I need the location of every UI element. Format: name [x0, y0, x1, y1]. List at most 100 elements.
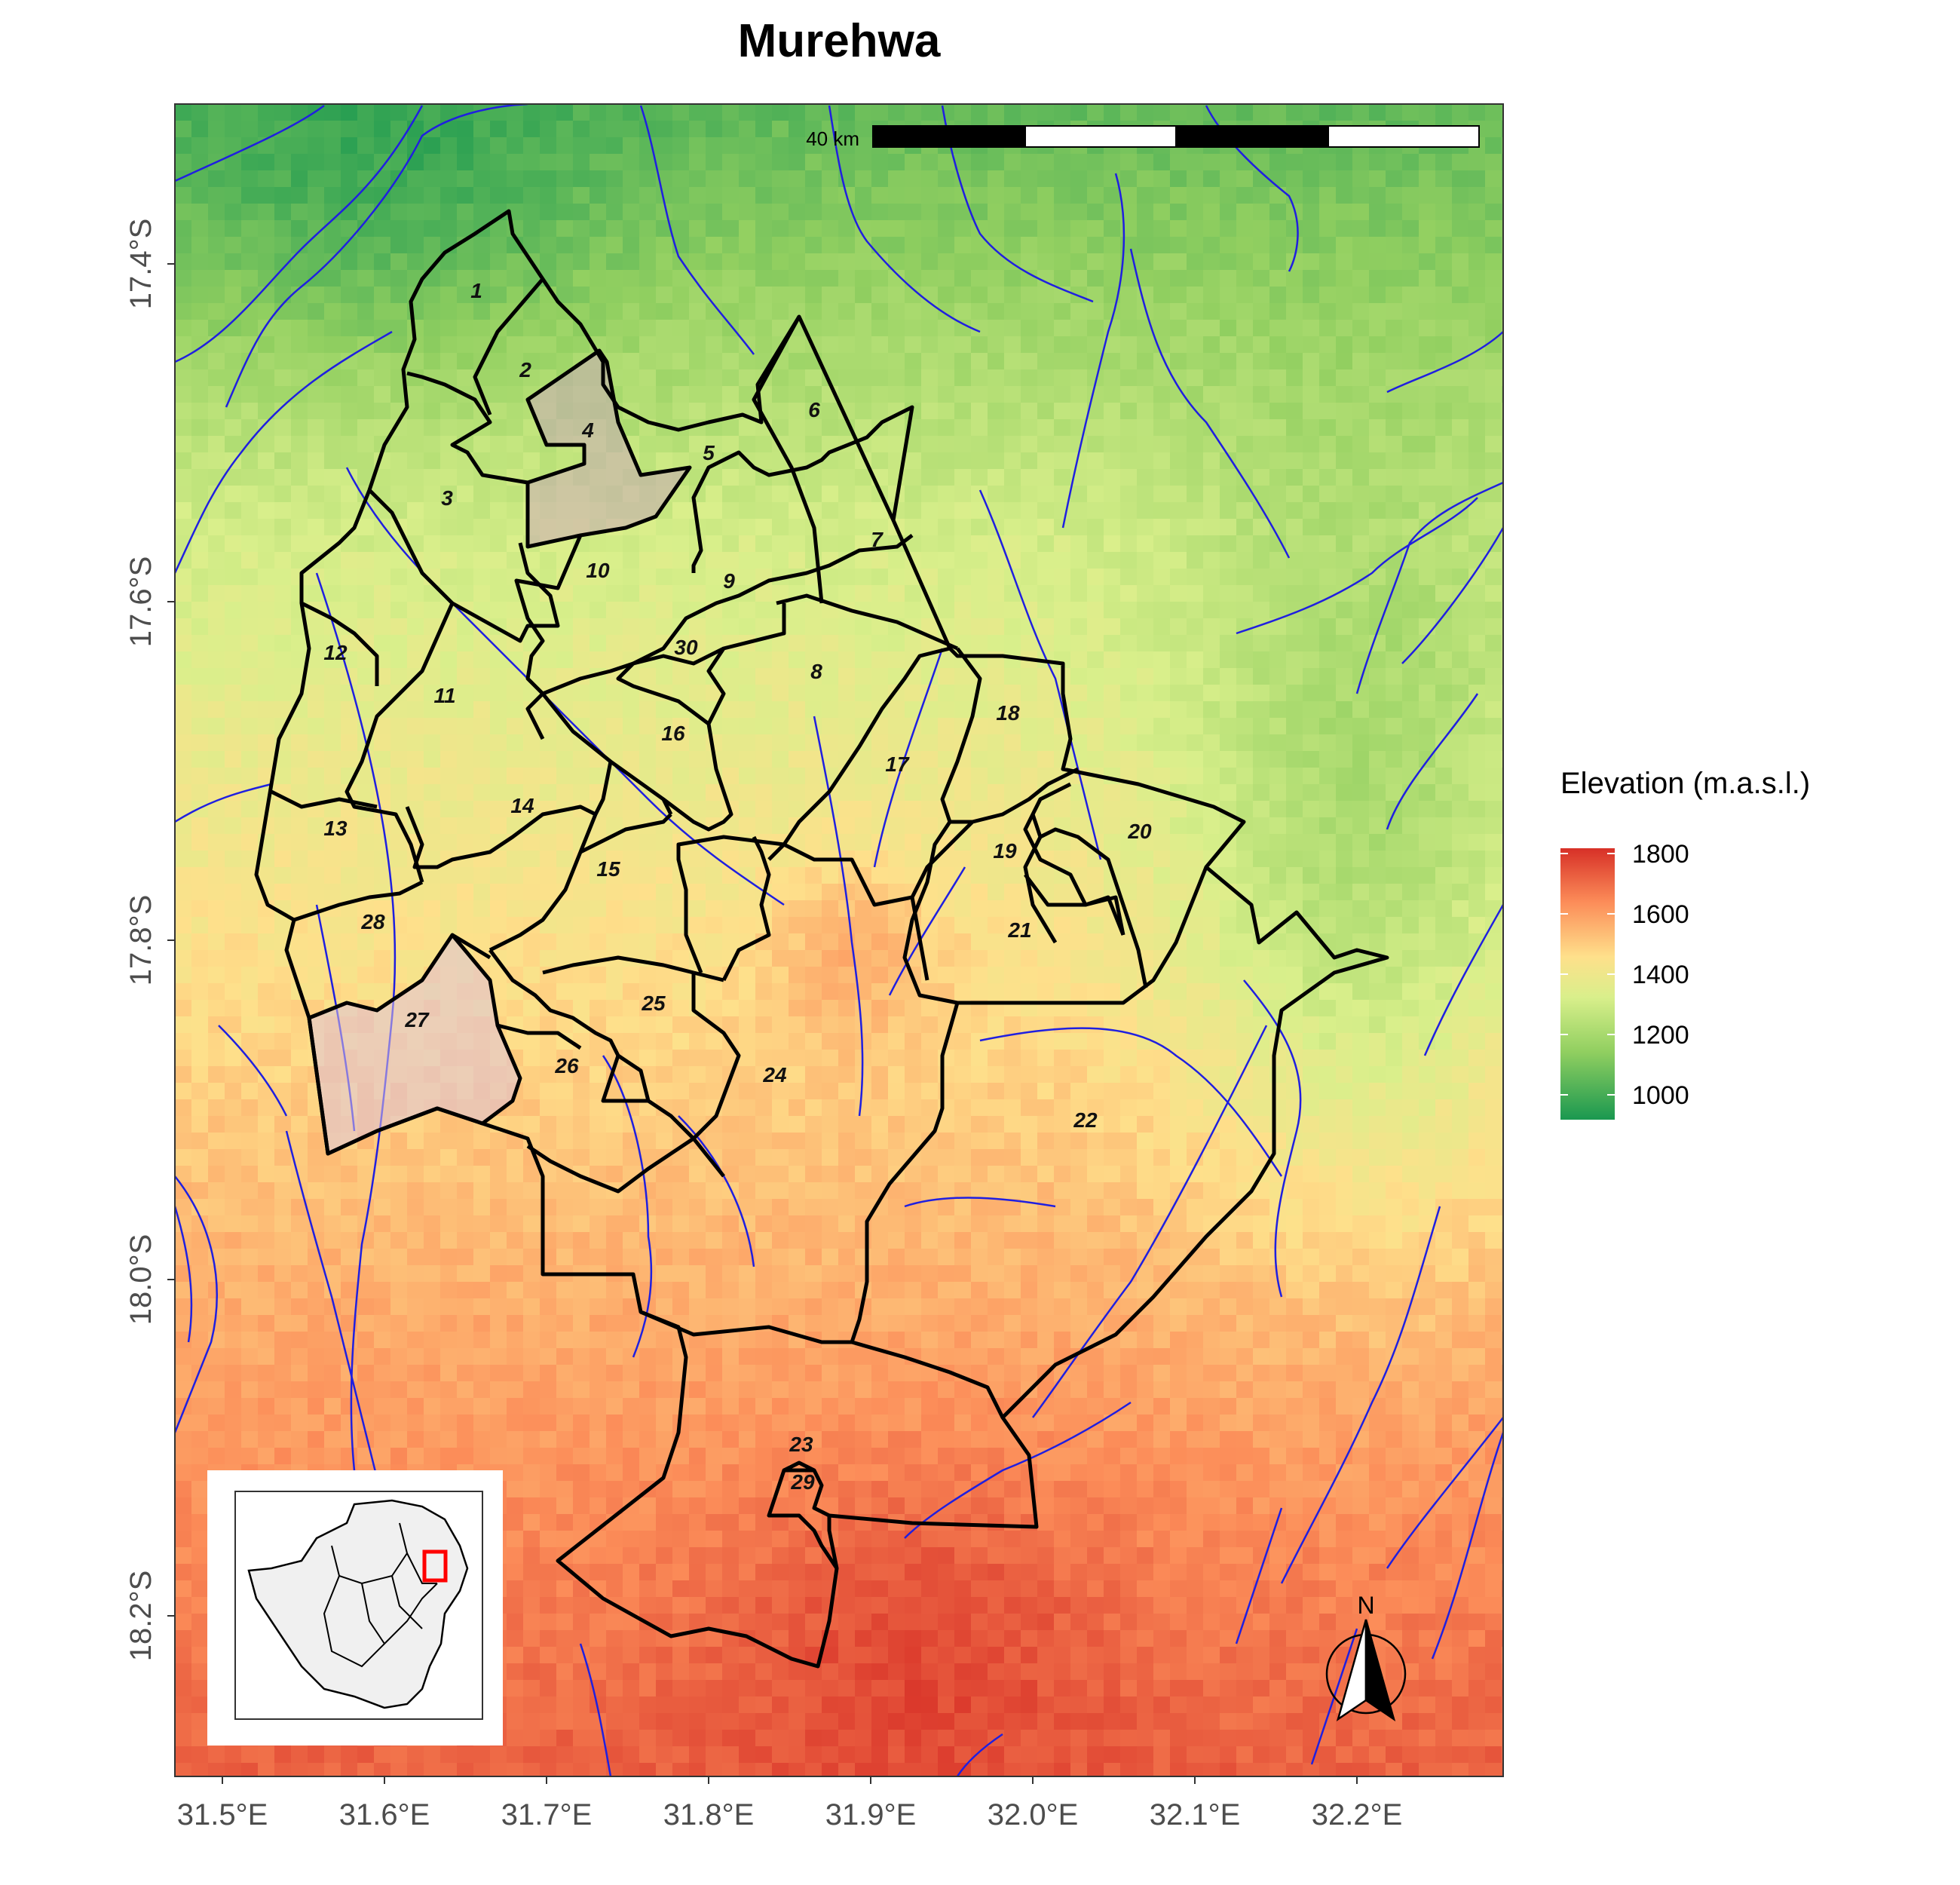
raster-cell	[739, 1066, 756, 1083]
raster-cell	[407, 585, 424, 602]
raster-cell	[1153, 668, 1171, 685]
raster-cell	[921, 768, 939, 785]
raster-cell	[1004, 287, 1021, 304]
raster-cell	[507, 768, 524, 785]
raster-cell	[888, 270, 905, 287]
raster-cell	[1468, 353, 1486, 370]
raster-cell	[1286, 220, 1303, 238]
raster-cell	[1369, 1016, 1386, 1034]
raster-cell	[1070, 651, 1088, 669]
raster-cell	[225, 519, 242, 536]
raster-cell	[1303, 1000, 1320, 1017]
raster-cell	[1253, 900, 1270, 918]
raster-cell	[1269, 1050, 1287, 1067]
raster-cell	[274, 253, 292, 271]
raster-cell	[390, 734, 408, 752]
raster-cell	[1502, 535, 1503, 553]
raster-cell	[374, 685, 391, 702]
raster-cell	[523, 1066, 541, 1083]
raster-cell	[921, 701, 939, 719]
raster-cell	[755, 817, 773, 835]
raster-cell	[1104, 204, 1121, 221]
raster-cell	[457, 718, 474, 735]
raster-cell	[789, 535, 806, 553]
raster-cell	[623, 320, 640, 337]
raster-cell	[805, 1000, 822, 1017]
raster-cell	[689, 635, 706, 652]
raster-cell	[556, 1083, 574, 1100]
raster-cell	[1468, 1033, 1486, 1050]
raster-cell	[357, 436, 375, 453]
raster-cell	[590, 602, 607, 619]
raster-cell	[390, 220, 408, 238]
raster-cell	[1319, 552, 1337, 569]
raster-cell	[1452, 1016, 1469, 1034]
raster-cell	[1137, 1016, 1154, 1034]
raster-cell	[1485, 718, 1502, 735]
raster-cell	[1203, 635, 1220, 652]
raster-cell	[1104, 734, 1121, 752]
raster-cell	[1037, 486, 1055, 503]
raster-cell	[1402, 204, 1419, 221]
raster-cell	[689, 718, 706, 735]
raster-cell	[523, 1016, 541, 1034]
raster-cell	[1452, 867, 1469, 884]
raster-cell	[672, 137, 690, 155]
raster-cell	[1137, 519, 1154, 536]
raster-cell	[1402, 1050, 1419, 1067]
raster-cell	[1402, 253, 1419, 271]
raster-cell	[739, 104, 756, 121]
raster-cell	[1070, 585, 1088, 602]
raster-cell	[1369, 336, 1386, 354]
raster-cell	[225, 635, 242, 652]
raster-cell	[191, 834, 209, 851]
raster-cell	[556, 154, 574, 171]
raster-cell	[540, 784, 557, 802]
raster-cell	[1220, 154, 1237, 171]
raster-cell	[390, 950, 408, 967]
raster-cell	[507, 436, 524, 453]
raster-cell	[390, 187, 408, 204]
raster-cell	[191, 950, 209, 967]
raster-cell	[191, 884, 209, 901]
raster-cell	[1402, 1016, 1419, 1034]
raster-cell	[1319, 983, 1337, 1001]
raster-cell	[1070, 817, 1088, 835]
raster-cell	[871, 170, 889, 188]
raster-cell	[274, 137, 292, 155]
raster-cell	[424, 552, 441, 569]
raster-cell	[208, 602, 225, 619]
raster-cell	[490, 585, 507, 602]
raster-cell	[1253, 552, 1270, 569]
raster-cell	[1054, 353, 1071, 370]
raster-cell	[1468, 651, 1486, 669]
raster-cell	[1435, 1016, 1453, 1034]
raster-cell	[1435, 734, 1453, 752]
raster-cell	[954, 933, 972, 951]
raster-cell	[1087, 336, 1104, 354]
raster-cell	[357, 685, 375, 702]
raster-cell	[606, 170, 623, 188]
raster-cell	[1269, 1099, 1287, 1117]
raster-cell	[208, 635, 225, 652]
raster-cell	[1220, 419, 1237, 437]
raster-cell	[473, 602, 491, 619]
raster-cell	[291, 253, 308, 271]
raster-cell	[606, 585, 623, 602]
raster-cell	[1137, 768, 1154, 785]
raster-cell	[1070, 668, 1088, 685]
raster-cell	[689, 403, 706, 420]
raster-cell	[274, 270, 292, 287]
raster-cell	[308, 336, 325, 354]
raster-cell	[1386, 336, 1403, 354]
raster-cell	[1369, 353, 1386, 370]
raster-cell	[374, 403, 391, 420]
raster-cell	[424, 768, 441, 785]
raster-cell	[871, 668, 889, 685]
raster-cell	[971, 867, 988, 884]
raster-cell	[457, 585, 474, 602]
raster-cell	[291, 336, 308, 354]
raster-cell	[507, 784, 524, 802]
raster-cell	[921, 469, 939, 486]
raster-cell	[1004, 569, 1021, 586]
